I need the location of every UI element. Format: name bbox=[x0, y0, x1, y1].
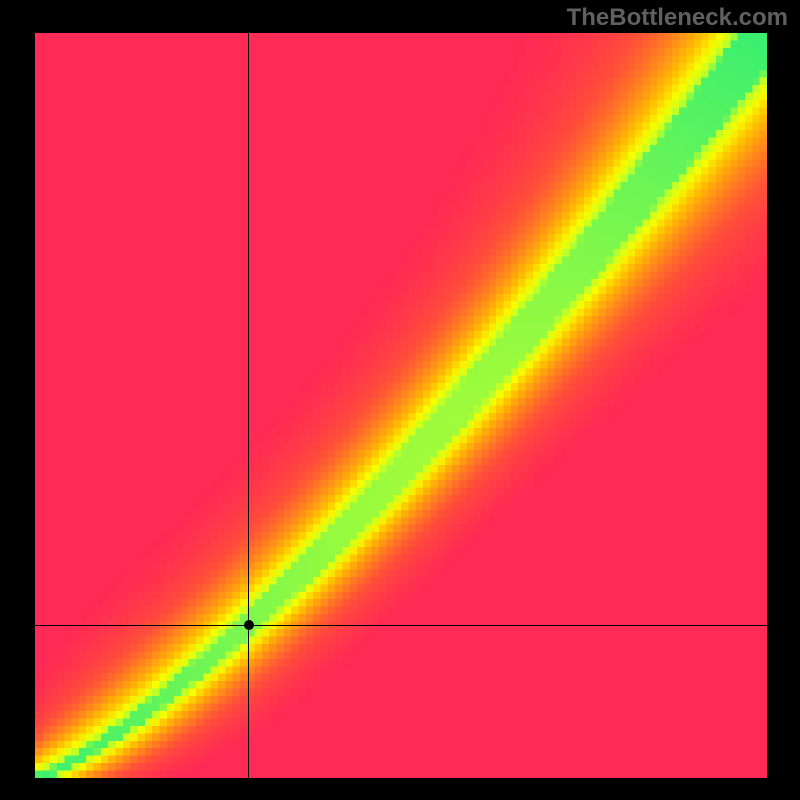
crosshair-vertical bbox=[248, 33, 249, 778]
crosshair-horizontal bbox=[35, 625, 767, 626]
watermark-text: TheBottleneck.com bbox=[567, 4, 788, 32]
crosshair-dot bbox=[244, 620, 254, 630]
chart-container: TheBottleneck.com bbox=[0, 0, 800, 800]
heatmap-canvas bbox=[35, 33, 767, 778]
